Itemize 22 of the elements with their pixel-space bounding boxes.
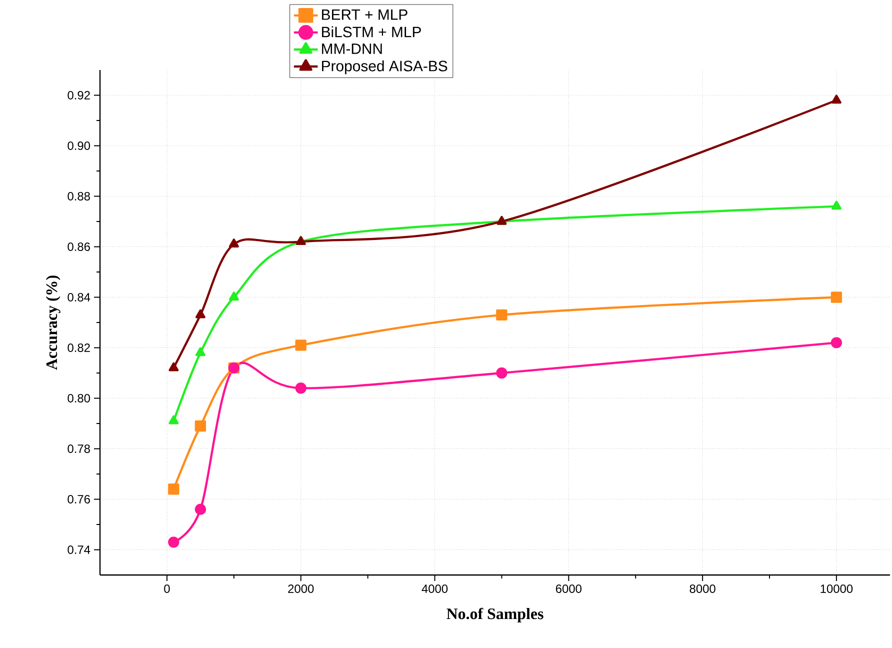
legend-label: MM-DNN (322, 44, 382, 54)
x-tick-label: 2000 (288, 584, 314, 593)
x-axis-title: No.of Samples (446, 608, 544, 622)
y-axis-title: Accuracy (%) (46, 276, 60, 370)
y-tick-label: 0.84 (68, 293, 90, 302)
y-tick-label: 0.74 (68, 546, 90, 554)
y-tick-label: 0.90 (68, 142, 90, 150)
x-tick-label: 6000 (556, 584, 582, 593)
y-tick-label: 0.82 (68, 344, 90, 352)
y-tick-label: 0.92 (68, 91, 90, 100)
legend-label: BERT + MLP (322, 10, 408, 20)
x-tick-label: 4000 (422, 584, 448, 593)
y-tick-label: 0.88 (68, 192, 90, 200)
x-tick-label: 0 (164, 584, 170, 593)
legend-label: BiLSTM + MLP (322, 26, 421, 38)
y-tick-label: 0.78 (68, 444, 90, 453)
x-tick-label: 10000 (820, 584, 853, 593)
x-tick-label: 8000 (690, 584, 716, 593)
y-tick-label: 0.86 (68, 242, 90, 251)
legend-label: Proposed AISA-BS (322, 60, 448, 74)
y-tick-label: 0.76 (68, 495, 90, 504)
y-tick-label: 0.80 (68, 394, 90, 402)
